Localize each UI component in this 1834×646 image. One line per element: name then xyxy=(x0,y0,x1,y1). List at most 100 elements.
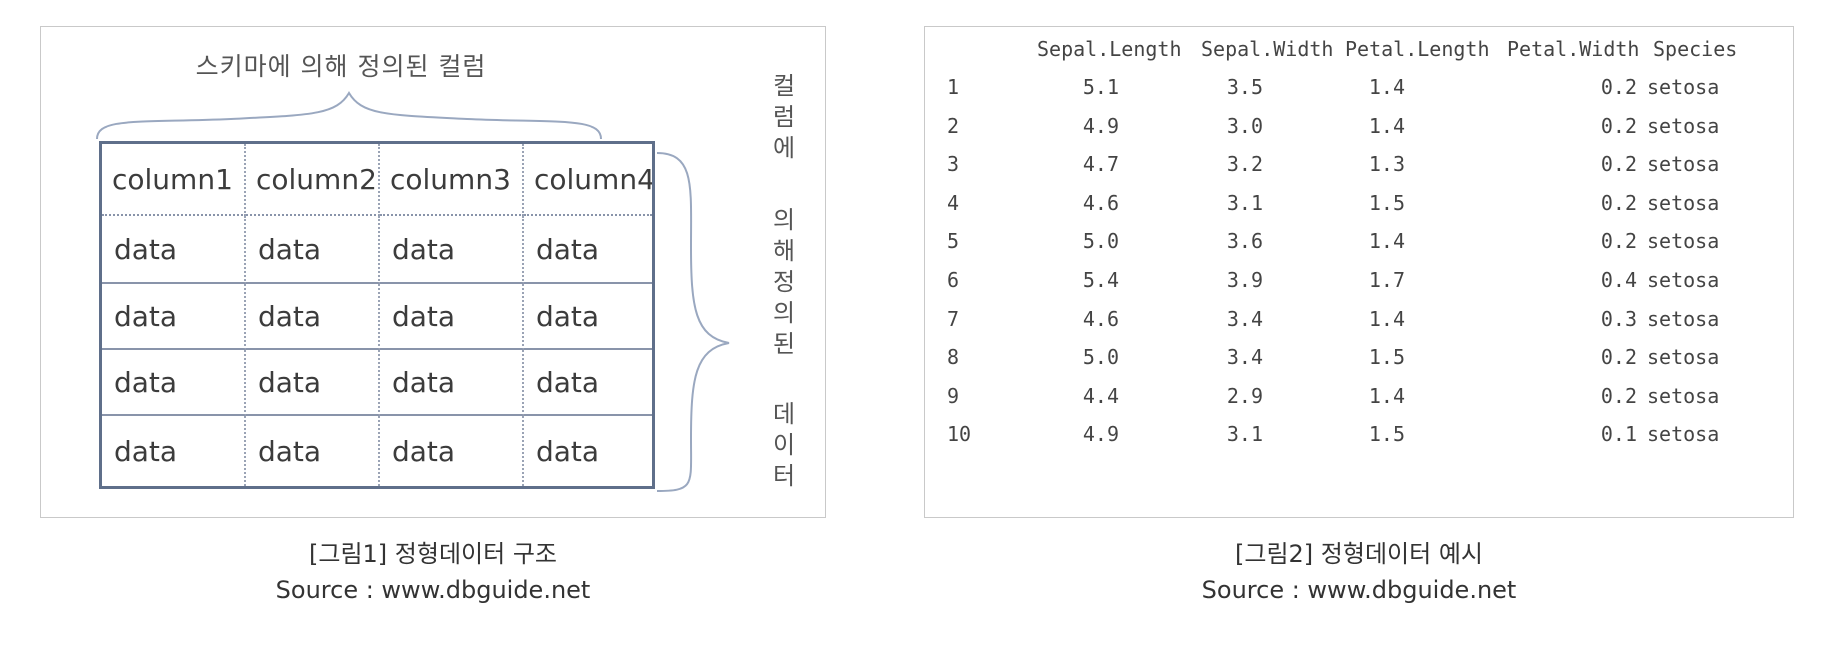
top-brace xyxy=(96,91,602,140)
data-cell: data xyxy=(536,434,600,468)
data-cell: data xyxy=(524,284,652,350)
species-cell: setosa xyxy=(1647,229,1720,254)
side-label-char: 의 xyxy=(772,206,796,234)
row-index: 1 xyxy=(947,75,960,99)
column-header: Sepal.Width xyxy=(1201,37,1334,61)
value-cell: 3.2 xyxy=(1226,152,1263,177)
side-label-char: 터 xyxy=(772,462,796,490)
value-cell: 5.1 xyxy=(1082,75,1119,99)
data-cell: data xyxy=(524,350,652,416)
data-cell: data xyxy=(102,350,246,416)
side-label-char: 된 xyxy=(772,330,796,358)
figure2-title: [그림2] 정형데이터 예시 xyxy=(1235,540,1483,568)
side-label-char: 컬 xyxy=(772,72,796,100)
side-label-char: 이 xyxy=(772,431,796,459)
value-cell: 3.6 xyxy=(1226,229,1263,254)
data-cell: data xyxy=(524,216,652,284)
data-cell: data xyxy=(246,216,380,284)
value-cell: 1.4 xyxy=(1368,75,1405,99)
species-cell: setosa xyxy=(1647,113,1720,138)
value-cell: 1.5 xyxy=(1368,422,1405,447)
side-label-char: 럼 xyxy=(772,103,796,131)
row-index: 4 xyxy=(947,190,960,215)
side-label-char: 정 xyxy=(772,268,796,296)
value-cell: 3.0 xyxy=(1226,113,1263,138)
column-header: column4 xyxy=(524,144,652,216)
column-header: Sepal.Length xyxy=(1037,37,1182,61)
schema-table: column1 column2 column3 column4 data data data… xyxy=(99,141,655,489)
r-console-output: Sepal.Length Sepal.Width Petal.Length Petal… xyxy=(925,27,1793,517)
figure1-title: [그림1] 정형데이터 구조 xyxy=(309,540,557,568)
value-cell: 4.7 xyxy=(1082,152,1119,177)
iris-data-example-panel: Sepal.Length Sepal.Width Petal.Length Petal… xyxy=(924,26,1794,518)
value-cell: 0.2 xyxy=(1600,345,1637,370)
value-cell: 1.7 xyxy=(1368,268,1405,292)
value-cell: 4.9 xyxy=(1082,422,1119,447)
row-index: 5 xyxy=(947,229,960,254)
value-cell: 3.1 xyxy=(1226,190,1263,215)
value-cell: 0.2 xyxy=(1600,75,1637,99)
species-cell: setosa xyxy=(1647,345,1720,370)
figure2-caption: [그림2] 정형데이터 예시 Source : www.dbguide.net xyxy=(924,536,1794,608)
value-cell: 1.5 xyxy=(1368,345,1405,370)
data-cell: data xyxy=(380,416,524,486)
value-cell: 4.9 xyxy=(1082,113,1119,138)
row-index: 8 xyxy=(947,345,960,370)
side-label-char: 에 xyxy=(772,134,796,162)
species-cell: setosa xyxy=(1647,383,1720,408)
column-header: Petal.Length xyxy=(1345,37,1490,61)
value-cell: 0.2 xyxy=(1600,190,1637,215)
schema-columns-label: 스키마에 의해 정의된 컬럼 xyxy=(195,52,487,81)
value-cell: 0.2 xyxy=(1600,113,1637,138)
value-cell: 1.4 xyxy=(1368,113,1405,138)
figure2-source: Source : www.dbguide.net xyxy=(1201,576,1517,604)
row-index: 9 xyxy=(947,383,960,408)
data-cell: data xyxy=(246,284,380,350)
value-cell: 0.2 xyxy=(1600,152,1637,177)
value-cell: 0.1 xyxy=(1600,422,1637,447)
value-cell: 4.6 xyxy=(1082,306,1119,331)
data-cell: data xyxy=(102,284,246,350)
value-cell: 4.4 xyxy=(1082,383,1119,408)
side-label-char: 해 xyxy=(772,237,796,265)
column-header: column3 xyxy=(380,144,524,216)
value-cell: 3.1 xyxy=(1226,422,1263,447)
value-cell: 0.2 xyxy=(1600,229,1637,254)
row-index: 6 xyxy=(947,268,960,292)
species-cell: setosa xyxy=(1647,422,1720,447)
species-cell: setosa xyxy=(1647,75,1720,99)
column-header: column1 xyxy=(102,144,246,216)
species-cell: setosa xyxy=(1647,306,1720,331)
species-cell: setosa xyxy=(1647,268,1720,292)
value-cell: 1.5 xyxy=(1368,190,1405,215)
column-header: column2 xyxy=(246,144,380,216)
data-cell: data xyxy=(380,284,524,350)
value-cell: 2.9 xyxy=(1226,383,1263,408)
value-cell: 5.0 xyxy=(1082,345,1119,370)
data-cell: data xyxy=(380,350,524,416)
figure1-source: Source : www.dbguide.net xyxy=(275,576,591,604)
data-cell: data xyxy=(246,416,380,486)
right-brace xyxy=(656,152,730,492)
row-index: 3 xyxy=(947,152,960,177)
value-cell: 1.4 xyxy=(1368,229,1405,254)
figure1-caption: [그림1] 정형데이터 구조 Source : www.dbguide.net xyxy=(40,536,826,608)
value-cell: 1.4 xyxy=(1368,383,1405,408)
row-index: 2 xyxy=(947,113,960,138)
column-header: Species xyxy=(1653,37,1738,61)
value-cell: 3.4 xyxy=(1226,306,1263,331)
value-cell: 0.4 xyxy=(1600,268,1637,292)
row-index: 10 xyxy=(947,422,972,447)
value-cell: 5.0 xyxy=(1082,229,1119,254)
value-cell: 3.5 xyxy=(1226,75,1263,99)
species-cell: setosa xyxy=(1647,190,1720,215)
data-cell: data xyxy=(246,350,380,416)
structured-data-diagram-panel: 스키마에 의해 정의된 컬럼 column1 column2 column3 colu… xyxy=(40,26,826,518)
data-cell: data xyxy=(102,216,246,284)
side-label-char: 데 xyxy=(772,400,796,428)
value-cell: 3.9 xyxy=(1226,268,1263,292)
value-cell: 1.4 xyxy=(1368,306,1405,331)
